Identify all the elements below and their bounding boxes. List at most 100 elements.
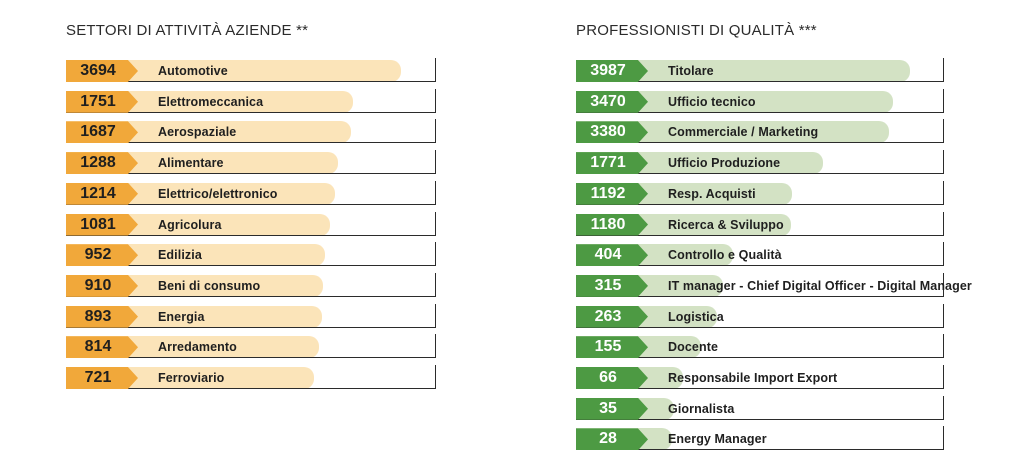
category-label: Agricolura	[158, 217, 222, 232]
category-label: Docente	[668, 340, 719, 355]
category-label: Energia	[158, 309, 205, 324]
row-frame	[66, 334, 436, 359]
category-label: Ferroviario	[158, 371, 225, 385]
category-label: Elettromeccanica	[158, 94, 264, 109]
bar	[576, 60, 910, 82]
bar	[66, 90, 353, 113]
value-label: 35	[576, 397, 648, 420]
row-frame	[576, 395, 944, 420]
bar	[66, 182, 335, 205]
value-label: 3470	[576, 90, 648, 113]
row-frame	[576, 88, 944, 113]
bar-row: 155 Docente	[576, 334, 944, 359]
bar-row: 3694 Automotive	[66, 58, 436, 82]
row-frame	[576, 150, 944, 175]
value-label: 66	[576, 367, 648, 389]
category-label: Logistica	[668, 309, 724, 324]
bar-row: 721 Ferroviario	[66, 365, 436, 389]
category-label: Controllo e Qualità	[668, 248, 782, 263]
row-frame	[576, 272, 944, 297]
value-label: 155	[576, 336, 648, 359]
category-label: Ufficio Produzione	[668, 156, 781, 171]
category-label: Automotive	[158, 64, 228, 78]
value-label: 1180	[576, 213, 648, 236]
bar-row: 1192 Resp. Acquisti	[576, 180, 944, 205]
value-label: 1751	[66, 90, 138, 113]
bar-row: 35 Giornalista	[576, 395, 944, 420]
row-frame	[66, 88, 436, 113]
bar	[576, 121, 890, 144]
row-frame	[576, 180, 944, 205]
value-label: 893	[66, 305, 138, 328]
bar-row: 28 Energy Manager	[576, 426, 944, 451]
row-frame	[576, 119, 944, 144]
category-label: Elettrico/elettronico	[158, 186, 278, 201]
bar-row: 1751 Elettromeccanica	[66, 88, 436, 113]
value-label: 404	[576, 244, 648, 267]
category-label: Arredamento	[158, 340, 237, 355]
bar-row: 910 Beni di consumo	[66, 272, 436, 297]
bar	[66, 152, 338, 175]
bar-row: 3470 Ufficio tecnico	[576, 88, 944, 113]
bar-row: 3987 Titolare	[576, 58, 944, 82]
bar-row: 404 Controllo e Qualità	[576, 242, 944, 267]
bar	[576, 90, 893, 113]
value-label: 263	[576, 305, 648, 328]
value-label: 3380	[576, 121, 648, 144]
bar-row: 1687 Aerospaziale	[66, 119, 436, 144]
row-frame	[576, 303, 944, 328]
sector-chart-title: SETTORI DI ATTIVITÀ AZIENDE **	[66, 22, 309, 39]
row-frame	[66, 303, 436, 328]
bar-row: 1180 Ricerca & Sviluppo	[576, 211, 944, 236]
row-frame	[66, 242, 436, 267]
value-label: 1081	[66, 213, 138, 236]
category-label: Alimentare	[158, 156, 224, 171]
value-label: 1687	[66, 121, 138, 144]
professional-chart-title: PROFESSIONISTI DI QUALITÀ ***	[576, 22, 817, 39]
category-label: Energy Manager	[668, 432, 767, 447]
value-label: 315	[576, 274, 648, 297]
value-label: 1288	[66, 152, 138, 175]
value-label: 952	[66, 244, 138, 267]
value-label: 3987	[576, 60, 648, 82]
value-label: 28	[576, 428, 648, 451]
row-frame	[576, 211, 944, 236]
bar-row: 1288 Alimentare	[66, 150, 436, 175]
category-label: Titolare	[668, 64, 714, 78]
row-frame	[576, 365, 944, 389]
row-frame	[66, 272, 436, 297]
bar-row: 1214 Elettrico/elettronico	[66, 180, 436, 205]
row-frame	[66, 150, 436, 175]
row-frame	[576, 58, 944, 82]
row-frame	[66, 365, 436, 389]
value-label: 721	[66, 367, 138, 389]
bar-row: 1081 Agricolura	[66, 211, 436, 236]
category-label: Aerospaziale	[158, 125, 237, 140]
bar-row: 893 Energia	[66, 303, 436, 328]
value-label: 1192	[576, 182, 648, 205]
category-label: Ufficio tecnico	[668, 94, 756, 109]
category-label: Ricerca & Sviluppo	[668, 217, 784, 232]
category-label: Giornalista	[668, 401, 735, 416]
row-frame	[576, 242, 944, 267]
bar	[66, 121, 351, 144]
bar-row: 1771 Ufficio Produzione	[576, 150, 944, 175]
value-label: 1771	[576, 152, 648, 175]
row-frame	[66, 58, 436, 82]
row-frame	[66, 119, 436, 144]
category-label: IT manager - Chief Digital Officer - Dig…	[668, 278, 972, 293]
category-label: Beni di consumo	[158, 278, 261, 293]
row-frame	[66, 211, 436, 236]
value-label: 814	[66, 336, 138, 359]
category-label: Commerciale / Marketing	[668, 125, 819, 140]
row-frame	[576, 334, 944, 359]
category-label: Responsabile Import Export	[668, 371, 838, 385]
row-frame	[576, 426, 944, 451]
category-label: Resp. Acquisti	[668, 186, 756, 201]
value-label: 3694	[66, 60, 138, 82]
row-frame	[66, 180, 436, 205]
value-label: 910	[66, 274, 138, 297]
bar-row: 66 Responsabile Import Export	[576, 365, 944, 389]
value-label: 1214	[66, 182, 138, 205]
bar-row: 814 Arredamento	[66, 334, 436, 359]
